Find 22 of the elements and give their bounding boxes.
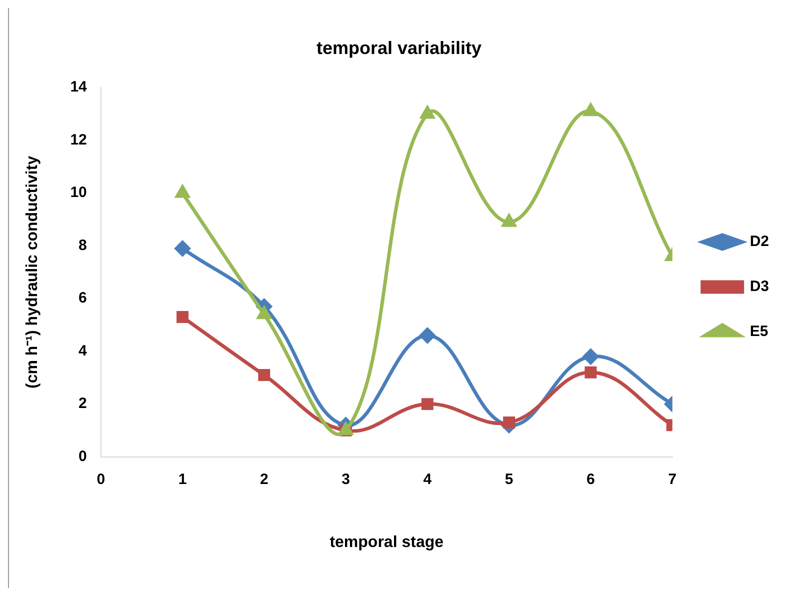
y-axis-title: (cm h⁻¹) hydraulic conductivity — [24, 156, 42, 388]
x-axis-title: temporal stage — [330, 534, 444, 551]
y-tick-label: 8 — [78, 236, 87, 254]
y-tick-label: 2 — [78, 395, 87, 412]
x-tick-label: 4 — [423, 470, 432, 488]
legend-label: E5 — [750, 323, 768, 340]
x-tick-label: 1 — [178, 470, 187, 488]
y-tick-label: 14 — [70, 78, 88, 96]
x-tick-label: 2 — [260, 470, 268, 488]
y-tick-label: 4 — [78, 342, 88, 360]
y-tick-label: 10 — [70, 184, 87, 202]
x-tick-label: 7 — [668, 470, 676, 488]
y-tick-label: 0 — [78, 448, 87, 465]
legend-label: D3 — [750, 278, 770, 296]
x-tick-label: 0 — [96, 470, 106, 488]
x-tick-label: 5 — [504, 470, 514, 488]
x-tick-label: 6 — [586, 470, 595, 488]
chart-title: temporal variability — [316, 38, 482, 58]
y-tick-label: 6 — [78, 290, 87, 307]
x-tick-label: 3 — [342, 470, 350, 488]
y-tick-label: 12 — [70, 131, 87, 148]
legend-label: D2 — [750, 233, 770, 250]
